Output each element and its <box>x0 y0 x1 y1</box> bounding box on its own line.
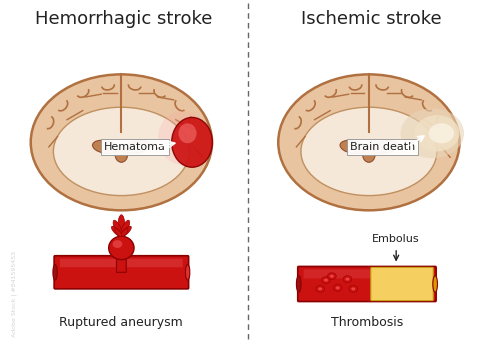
Ellipse shape <box>121 226 132 237</box>
Text: Ischemic stroke: Ischemic stroke <box>302 10 442 28</box>
Ellipse shape <box>433 276 438 292</box>
Ellipse shape <box>328 273 336 279</box>
Ellipse shape <box>92 140 118 153</box>
Ellipse shape <box>121 229 128 236</box>
Text: Thrombosis: Thrombosis <box>331 316 403 330</box>
FancyBboxPatch shape <box>298 267 436 301</box>
Ellipse shape <box>158 111 208 165</box>
Ellipse shape <box>372 140 398 153</box>
Ellipse shape <box>330 275 334 278</box>
Ellipse shape <box>120 220 130 236</box>
FancyBboxPatch shape <box>116 255 126 272</box>
Ellipse shape <box>343 276 352 283</box>
Ellipse shape <box>186 264 190 280</box>
Ellipse shape <box>318 287 322 290</box>
Ellipse shape <box>115 146 128 162</box>
Text: Ruptured aneurysm: Ruptured aneurysm <box>60 316 183 330</box>
Text: Brain death: Brain death <box>350 142 415 152</box>
Ellipse shape <box>178 123 196 143</box>
Ellipse shape <box>352 287 355 290</box>
Ellipse shape <box>349 285 358 292</box>
Ellipse shape <box>414 115 460 151</box>
Ellipse shape <box>112 240 122 248</box>
Ellipse shape <box>336 286 340 289</box>
Text: Hemorrhagic stroke: Hemorrhagic stroke <box>34 10 212 28</box>
Ellipse shape <box>301 107 437 196</box>
Ellipse shape <box>108 236 134 260</box>
Ellipse shape <box>172 117 212 167</box>
FancyBboxPatch shape <box>60 259 183 267</box>
Ellipse shape <box>316 285 324 292</box>
Ellipse shape <box>54 107 190 196</box>
Ellipse shape <box>113 220 122 236</box>
Ellipse shape <box>118 215 125 236</box>
Ellipse shape <box>428 123 454 143</box>
Ellipse shape <box>278 74 460 210</box>
FancyBboxPatch shape <box>54 256 188 289</box>
Ellipse shape <box>362 146 375 162</box>
Ellipse shape <box>400 108 464 158</box>
Ellipse shape <box>30 74 212 210</box>
Text: Hematoma: Hematoma <box>104 142 166 152</box>
Ellipse shape <box>324 279 328 282</box>
Ellipse shape <box>296 276 301 292</box>
Text: Adobe Stock | #841595453: Adobe Stock | #841595453 <box>12 251 17 337</box>
Ellipse shape <box>346 278 350 280</box>
Text: Embolus: Embolus <box>372 234 420 244</box>
Ellipse shape <box>340 140 365 153</box>
Ellipse shape <box>53 264 58 280</box>
Ellipse shape <box>334 284 342 291</box>
FancyBboxPatch shape <box>371 267 433 301</box>
Ellipse shape <box>112 226 122 237</box>
FancyBboxPatch shape <box>304 269 430 278</box>
Ellipse shape <box>125 140 150 153</box>
Ellipse shape <box>322 277 330 284</box>
Ellipse shape <box>115 229 121 236</box>
